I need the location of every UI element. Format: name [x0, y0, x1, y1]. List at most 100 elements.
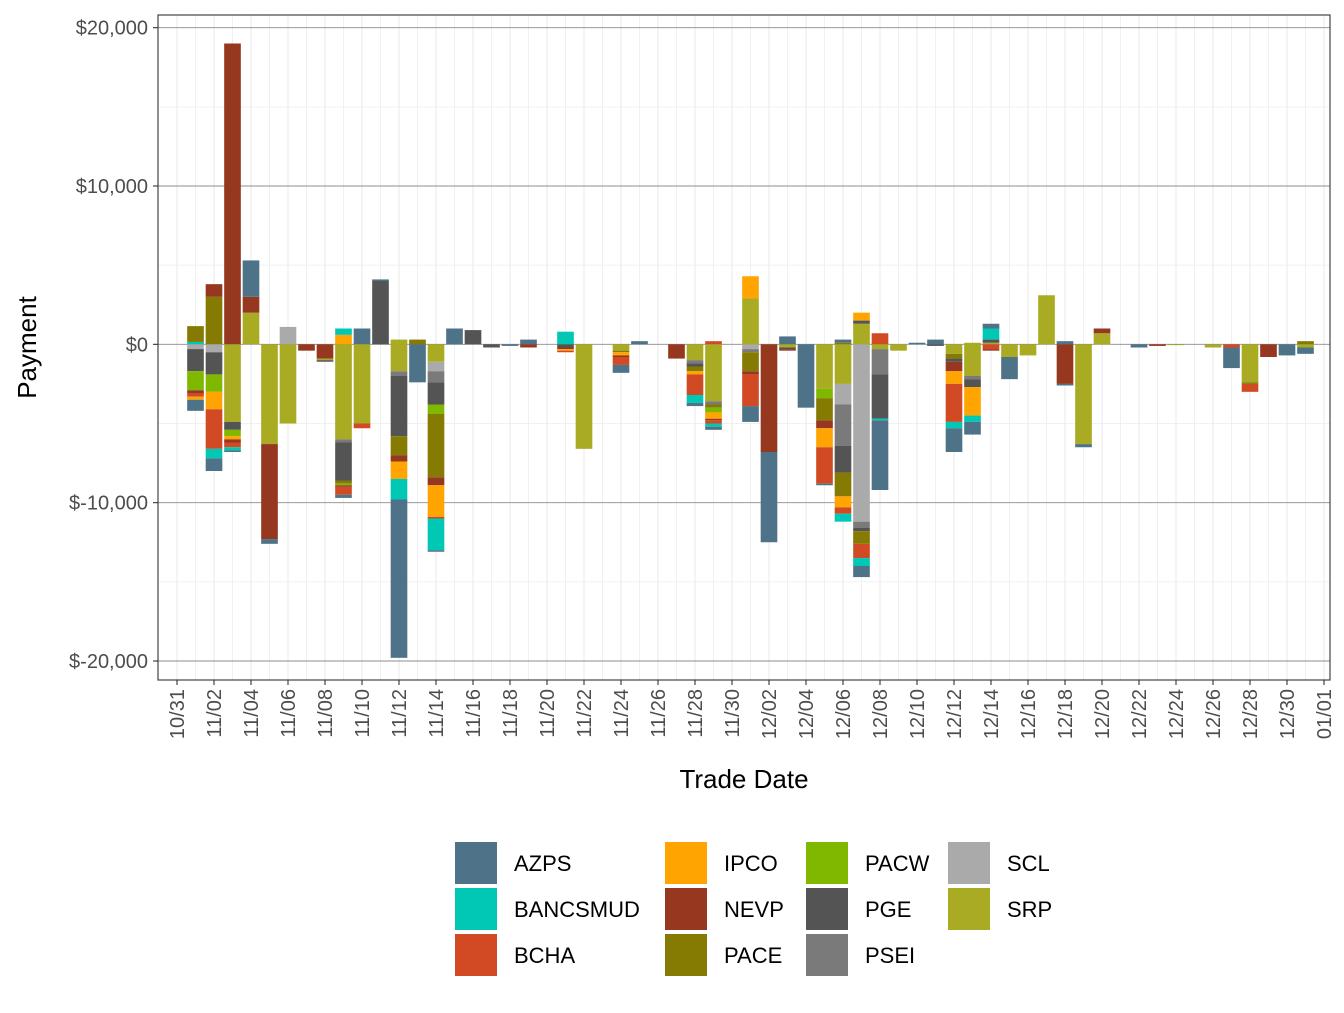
bar-segment-pge	[464, 330, 482, 345]
bar-segment-ipco	[612, 352, 630, 356]
bar-segment-bcha	[187, 393, 204, 397]
bar-segment-ipco	[557, 349, 574, 351]
bar-segment-pace	[945, 353, 963, 359]
bar-segment-bancsmud	[205, 448, 223, 459]
bar-segment-pge	[205, 352, 223, 375]
bar-segment-pacw	[335, 483, 352, 486]
bar-segment-pace	[409, 339, 426, 345]
bar-segment-azps	[612, 364, 630, 373]
bar-segment-bcha	[557, 350, 574, 353]
bar-segment-azps	[1056, 341, 1074, 345]
bar-segment-srp	[871, 344, 889, 350]
bar-segment-nevp	[760, 344, 778, 452]
bar-segment-pge	[853, 528, 870, 532]
bar-segment-pge	[982, 339, 1000, 343]
legend-label-scl: SCL	[1007, 851, 1050, 876]
bar-segment-srp	[1204, 344, 1222, 348]
bar-segment-bancsmud	[427, 518, 445, 551]
bar-segment-bcha	[834, 507, 852, 514]
bar-segment-srp	[742, 298, 759, 345]
bar-segment-azps	[760, 452, 778, 543]
bar-segment-scl	[187, 344, 204, 350]
bar-segment-ipco	[945, 371, 963, 384]
bar-segment-srp	[242, 312, 260, 345]
bar-segment-nevp	[668, 344, 685, 359]
legend-swatch-nevp	[665, 888, 707, 930]
bar-segment-srp	[575, 344, 593, 449]
bar-segment-ipco	[816, 428, 833, 448]
legend-label-psei: PSEI	[865, 943, 915, 968]
bar-segment-pace	[686, 366, 704, 372]
bar-segment-azps	[1130, 344, 1148, 348]
bar-segment-srp	[779, 344, 796, 348]
bar-segment-nevp	[945, 361, 963, 372]
legend-swatch-pace	[665, 934, 707, 976]
bar-segment-nevp	[1260, 344, 1277, 357]
bar-segment-azps	[705, 426, 722, 430]
bar-segment-pace	[834, 472, 852, 497]
bar-segment-bancsmud	[705, 423, 722, 427]
bar-segment-ipco	[205, 391, 223, 410]
bar-segment-azps	[945, 428, 963, 452]
bar-segment-ipco	[427, 485, 445, 517]
bar-segment-psei	[686, 360, 704, 364]
bar-segment-pge	[483, 344, 500, 348]
bar-segment-azps	[1056, 383, 1074, 386]
bar-segment-bancsmud	[945, 421, 963, 429]
y-tick-label: $0	[126, 334, 148, 356]
legend-label-nevp: NEVP	[724, 897, 784, 922]
bar-segment-psei	[964, 376, 981, 380]
bar-segment-nevp	[557, 347, 574, 350]
x-tick-label: 11/26	[648, 689, 670, 738]
bar-segment-azps	[187, 399, 204, 411]
x-tick-label: 10/31	[167, 689, 189, 739]
bar-segment-pacw	[427, 404, 445, 414]
x-tick-label: 11/12	[389, 689, 411, 738]
bar-segment-srp	[1297, 344, 1314, 348]
bar-segment-srp	[612, 344, 630, 351]
x-tick-label: 12/26	[1203, 689, 1225, 739]
x-tick-label: 11/28	[685, 689, 707, 738]
bar-segment-psei	[705, 401, 722, 405]
bar-segment-azps	[501, 344, 519, 346]
bar-segment-azps	[853, 566, 870, 578]
bar-segment-bcha	[1223, 344, 1240, 348]
x-tick-label: 12/24	[1166, 689, 1188, 739]
bar-segment-azps	[1223, 347, 1240, 369]
bar-segment-azps	[1278, 344, 1296, 356]
bar-segment-srp	[890, 344, 907, 351]
bar-segment-pacw	[816, 388, 833, 399]
x-tick-label: 11/24	[611, 689, 633, 738]
legend-swatch-bancsmud	[455, 888, 497, 930]
bar-segment-bancsmud	[390, 478, 408, 500]
bar-segment-ipco	[853, 312, 870, 321]
bar-segment-pace	[205, 296, 223, 345]
y-axis-title: Payment	[12, 295, 42, 398]
x-tick-label: 11/18	[500, 689, 522, 738]
x-tick-label: 12/10	[907, 689, 929, 739]
bar-segment-bcha	[853, 543, 870, 559]
legend-label-azps: AZPS	[514, 851, 571, 876]
bar-segment-srp	[816, 344, 833, 389]
bar-segment-ipco	[686, 371, 704, 375]
x-tick-label: 12/22	[1129, 689, 1151, 739]
legend-swatch-pacw	[806, 842, 848, 884]
bar-segment-azps	[390, 499, 408, 658]
x-tick-label: 12/14	[981, 689, 1003, 739]
bar-segment-azps	[964, 421, 981, 435]
y-tick-label: $20,000	[76, 18, 148, 40]
bar-segment-ipco	[964, 387, 981, 416]
bar-segment-srp	[945, 344, 963, 354]
bar-segment-azps	[908, 342, 926, 345]
bar-segment-nevp	[742, 371, 759, 375]
bar-segment-psei	[742, 349, 759, 353]
x-tick-label: 11/08	[315, 689, 337, 738]
bar-segment-psei	[335, 439, 352, 443]
legend-label-pacw: PACW	[865, 851, 930, 876]
bar-segment-nevp	[612, 355, 630, 357]
bar-segment-pace	[816, 398, 833, 421]
bar-segment-bcha	[705, 420, 722, 424]
bar-segment-azps	[982, 323, 1000, 329]
bar-segment-nevp	[982, 349, 1000, 351]
